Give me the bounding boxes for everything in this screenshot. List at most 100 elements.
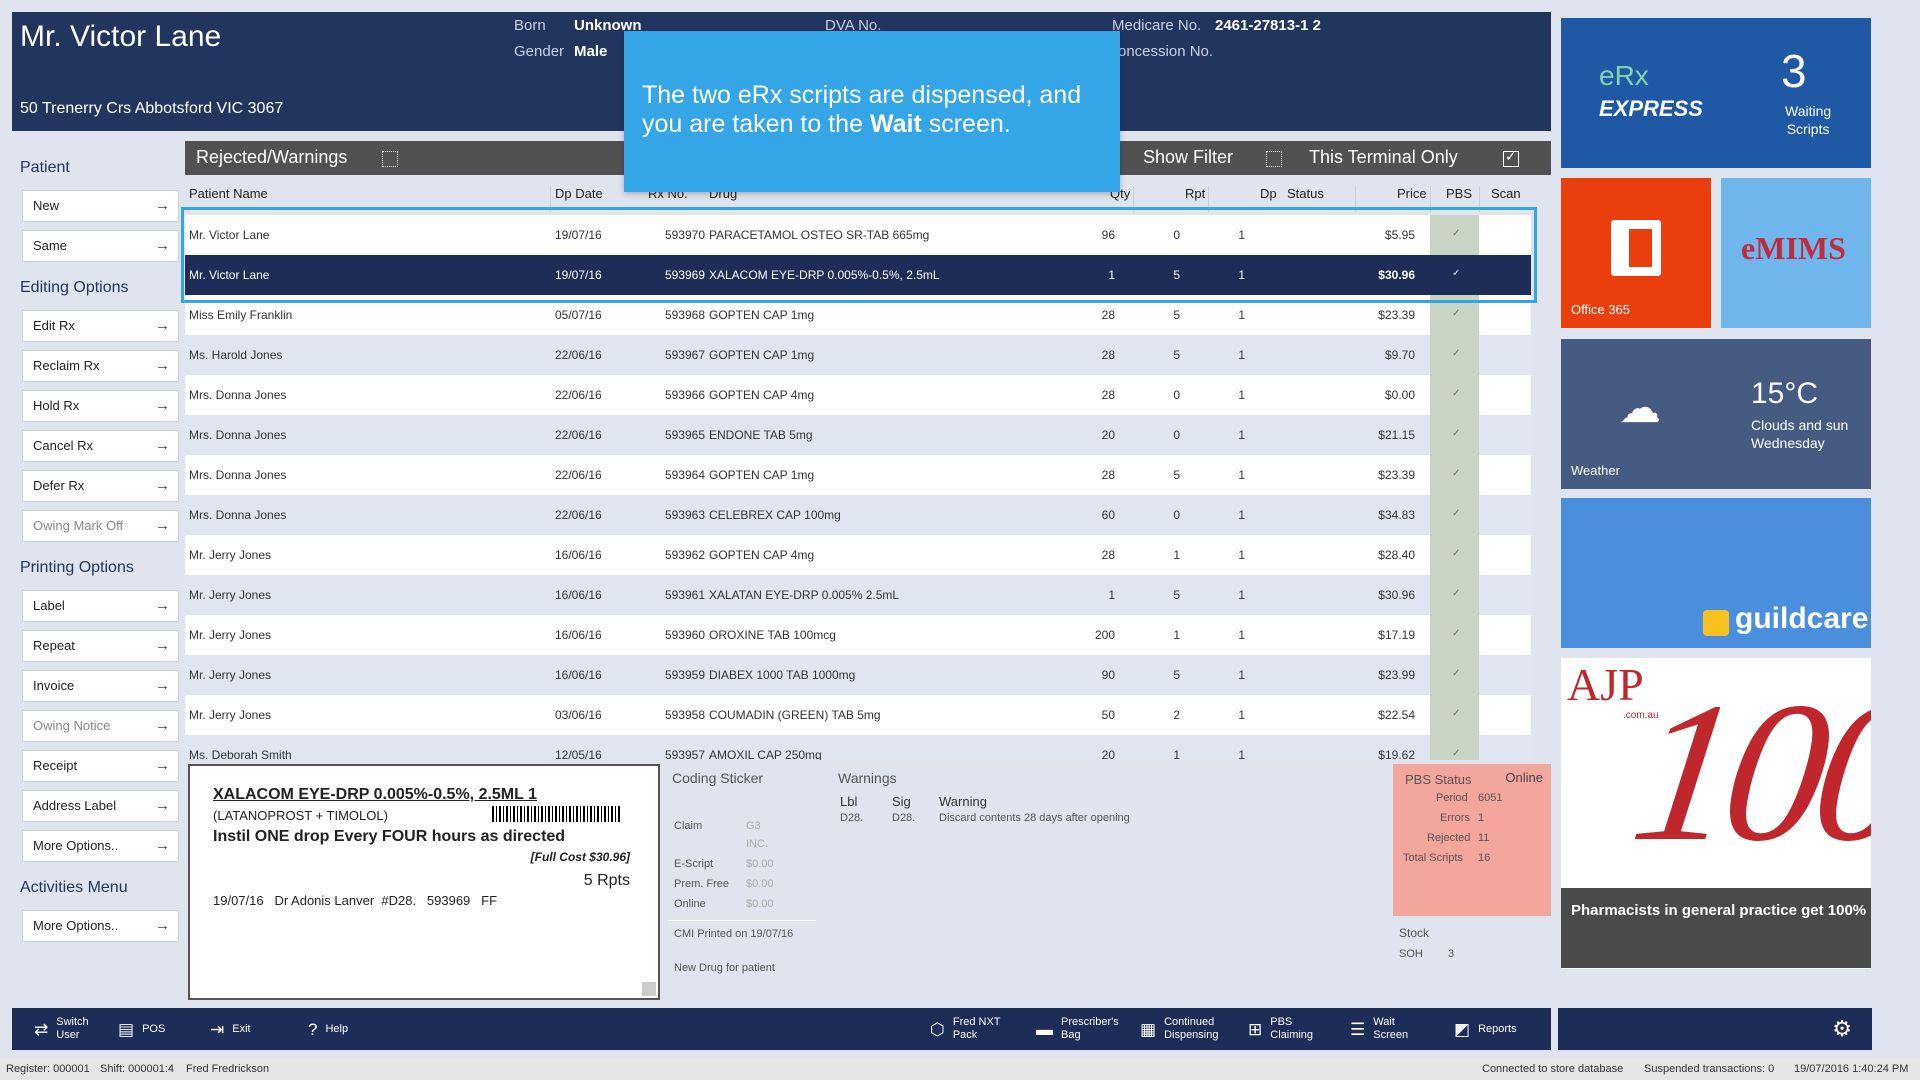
reports-button[interactable]: ◩ Reports (1454, 1008, 1517, 1050)
col-scan[interactable]: Scan (1491, 186, 1521, 201)
dp-cell: 1 (1238, 628, 1245, 642)
label-full-cost: [Full Cost $30.96] (530, 850, 630, 864)
continued-dispensing-label: Continued Dispensing (1164, 1016, 1219, 1041)
owing-mark-off-button[interactable]: Owing Mark Off → (22, 510, 179, 542)
col-dp[interactable]: Dp (1260, 186, 1277, 201)
table-row[interactable]: Mr. Jerry Jones 03/06/16 593958 COUMADIN (G… (185, 695, 1531, 735)
drug-cell: XALACOM EYE-DRP 0.005%-0.5%, 2.5mL (709, 268, 940, 282)
dp-date-cell: 16/06/16 (555, 588, 602, 602)
label-button[interactable]: Label → (22, 590, 179, 622)
rejected-warnings-checkbox[interactable] (382, 151, 398, 167)
prescribers-bag-button[interactable]: ▬ Prescriber's Bag (1036, 1008, 1119, 1050)
pbs-claiming-button[interactable]: ⊞ PBS Claiming (1248, 1008, 1313, 1050)
col-pbs[interactable]: PBS (1446, 186, 1473, 201)
help-button[interactable]: ? Help (308, 1008, 348, 1050)
escript-value: $0.00 (746, 858, 774, 870)
dp-date-cell: 12/05/16 (555, 748, 602, 760)
concession-label: oncession No. (1118, 43, 1214, 60)
soh-value: 3 (1448, 948, 1455, 960)
col-price[interactable]: Price (1397, 186, 1427, 201)
hold-rx-button[interactable]: Hold Rx → (22, 390, 179, 422)
table-row[interactable]: Mrs. Donna Jones 22/06/16 593964 GOPTEN CAP… (185, 455, 1531, 495)
barcode (492, 806, 622, 822)
warning-header: Warning (939, 794, 987, 809)
dp-cell: 1 (1238, 308, 1245, 322)
stock-panel: Stock SOH 3 (1393, 918, 1551, 1000)
qty-cell: 50 (1101, 708, 1115, 722)
patient-name-cell: Mr. Jerry Jones (189, 548, 272, 562)
erx-express-text: EXPRESS (1599, 96, 1703, 121)
errors-value: 1 (1478, 812, 1485, 824)
ajp-tile[interactable]: AJP .com.au 100 Pharmacists in general p… (1561, 658, 1871, 969)
patient-section-title: Patient (20, 159, 70, 176)
cancel-rx-button[interactable]: Cancel Rx → (22, 430, 179, 462)
invoice-button[interactable]: Invoice → (22, 670, 179, 702)
col-rpt[interactable]: Rpt (1185, 186, 1206, 201)
reclaim-rx-button[interactable]: Reclaim Rx → (22, 350, 179, 382)
receipt-button[interactable]: Receipt → (22, 750, 179, 782)
weather-tile[interactable]: ☁ 15°C Clouds and sun Wednesday Weather (1561, 339, 1871, 489)
table-row[interactable]: Mr. Jerry Jones 16/06/16 593962 GOPTEN CAP … (185, 535, 1531, 575)
guildcare-tile[interactable]: guildcare (1561, 498, 1871, 648)
col-dp-date[interactable]: Dp Date (555, 186, 603, 201)
owing-notice-button[interactable]: Owing Notice → (22, 710, 179, 742)
rpt-cell: 0 (1173, 428, 1180, 442)
weather-desc: Clouds and sun (1751, 417, 1849, 433)
table-row[interactable]: Mr. Jerry Jones 16/06/16 593959 DIABEX 1000… (185, 655, 1531, 695)
col-status[interactable]: Status (1287, 186, 1324, 201)
patient-name-cell: Mrs. Donna Jones (189, 428, 287, 442)
pbs-column-band (1430, 415, 1479, 455)
emims-tile[interactable]: eMIMS (1721, 178, 1871, 328)
continued-dispensing-button[interactable]: ▦ Continued Dispensing (1140, 1008, 1218, 1050)
same-button[interactable]: Same → (22, 230, 179, 262)
escript-label: E-Script (674, 858, 714, 870)
erx-express-tile[interactable]: eRx EXPRESS 3 Waiting Scripts (1561, 18, 1871, 168)
table-row[interactable]: Mr. Victor Lane 19/07/16 593970 PARACETAMOL… (185, 215, 1531, 255)
repeat-button[interactable]: Repeat → (22, 630, 179, 662)
address-label-button[interactable]: Address Label → (22, 790, 179, 822)
exit-button[interactable]: ⇥ Exit (210, 1008, 251, 1050)
dp-date-cell: 22/06/16 (555, 428, 602, 442)
show-filter-label: Show Filter (1143, 147, 1234, 167)
more-options-activities-button[interactable]: More Options.. → (22, 910, 179, 942)
show-filter-checkbox[interactable] (1266, 151, 1282, 167)
terminal-only-label: This Terminal Only (1309, 147, 1458, 167)
terminal-only-checkbox[interactable]: ✓ (1503, 148, 1519, 167)
table-row[interactable]: Mr. Jerry Jones 16/06/16 593961 XALATAN EYE… (185, 575, 1531, 615)
rx-no-cell: 593960 (664, 628, 705, 642)
table-row[interactable]: Mr. Victor Lane 19/07/16 593969 XALACOM EYE… (185, 255, 1531, 295)
dp-cell: 1 (1238, 508, 1245, 522)
qty-cell: 28 (1101, 388, 1115, 402)
born-value: Unknown (574, 17, 642, 34)
table-row[interactable]: Mrs. Donna Jones 22/06/16 593966 GOPTEN CAP… (185, 375, 1531, 415)
weather-day: Wednesday (1751, 435, 1825, 451)
rx-no-cell: 593958 (664, 708, 705, 722)
callout-text-end: screen. (921, 110, 1011, 138)
resize-handle[interactable] (642, 982, 656, 996)
defer-rx-button[interactable]: Defer Rx → (22, 470, 179, 502)
coding-title: Coding Sticker (672, 770, 764, 786)
ajp-caption: Pharmacists in general practice get 100% (1571, 902, 1867, 919)
calendar-icon: ▦ (1140, 1019, 1157, 1039)
stock-title: Stock (1399, 926, 1430, 940)
table-row[interactable]: Mrs. Donna Jones 22/06/16 593963 CELEBREX C… (185, 495, 1531, 535)
new-button[interactable]: New → (22, 190, 179, 222)
table-row[interactable]: Ms. Deborah Smith 12/05/16 593957 AMOXIL CA… (185, 735, 1531, 760)
edit-rx-button[interactable]: Edit Rx → (22, 310, 179, 342)
wait-screen-button[interactable]: ☰ Wait Screen (1350, 1008, 1408, 1050)
dp-date-cell: 19/07/16 (555, 268, 602, 282)
switch-user-button[interactable]: ⇄ Switch User (34, 1008, 89, 1050)
pbs-check-icon: ✓ (1452, 748, 1461, 759)
col-patient-name[interactable]: Patient Name (189, 186, 268, 201)
table-row[interactable]: Ms. Harold Jones 22/06/16 593967 GOPTEN CAP… (185, 335, 1531, 375)
pos-button[interactable]: ▤ POS (118, 1008, 165, 1050)
fred-nxt-pack-button[interactable]: ⬡ Fred NXT Pack (930, 1008, 1001, 1050)
table-row[interactable]: Mrs. Donna Jones 22/06/16 593965 ENDONE TAB… (185, 415, 1531, 455)
fred-nxt-label: Fred NXT Pack (952, 1016, 1001, 1041)
price-cell: $23.99 (1378, 668, 1415, 682)
ajp-100-graphic: 100 (1621, 662, 1871, 883)
table-row[interactable]: Mr. Jerry Jones 16/06/16 593960 OROXINE TAB… (185, 615, 1531, 655)
more-options-printing-button[interactable]: More Options.. → (22, 830, 179, 862)
office-365-tile[interactable]: Office 365 (1561, 178, 1711, 328)
gear-icon[interactable]: ⚙ (1832, 1016, 1852, 1041)
